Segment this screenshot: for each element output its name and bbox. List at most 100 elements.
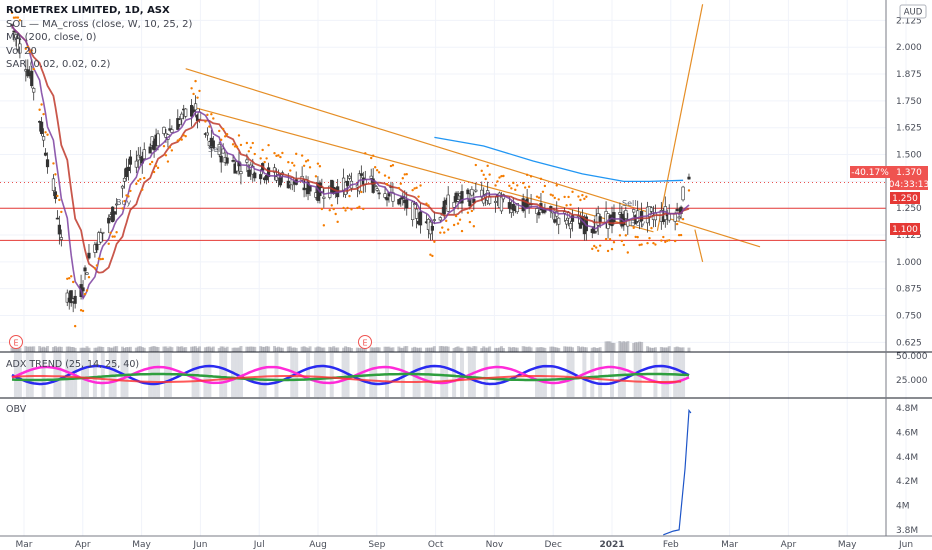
candle-body [397,199,401,205]
sar-dot [543,184,547,188]
volume-bar [405,346,409,352]
candle-body [272,167,277,173]
candle-body [95,243,99,251]
sar-dot [553,196,556,200]
x-tick-label: Apr [75,540,91,550]
sar-dot [660,239,663,242]
sar-dot [24,47,28,50]
adx-line-green[interactable] [11,372,690,382]
candle-body [375,188,379,191]
adx-band [495,353,500,397]
candle-body [142,149,146,159]
y-tick-label: 1.000 [896,258,922,268]
volume-bar [12,346,16,352]
x-tick-label: Jun [898,540,913,550]
candle-body [578,222,583,229]
volume-bar [276,346,280,352]
legend-item-ma200[interactable]: MA (200, close, 0) [6,32,97,43]
ma-cross-slow-line[interactable] [11,25,690,301]
volume-bar [115,346,119,352]
volume-bar [180,346,184,352]
volume-bar [274,347,278,352]
volume-bar [403,346,407,352]
sar-dot [525,173,529,177]
volume-bar [93,347,97,352]
candle-body [184,108,188,117]
volume-bar [239,346,243,352]
volume-bar [190,346,194,352]
legend-item-volume[interactable]: Vol 20 [6,45,37,57]
ma200-line[interactable] [434,136,684,183]
sar-dot [664,240,667,244]
volume-bar [24,346,28,352]
sar-dot [510,187,513,190]
candle-body [14,34,18,39]
event-marker-2[interactable]: E [358,335,372,349]
x-tick-label: Jul [253,540,265,550]
volume-bar [496,347,500,352]
sar-dot [654,243,657,246]
adx-band [41,353,46,397]
sar-dot [598,244,602,247]
sar-dot [425,202,428,205]
sar-dot [277,154,280,157]
sar-dot [411,188,414,192]
volume-bar [537,347,541,352]
volume-bar [316,346,320,352]
sar-dot [198,89,201,93]
obv-line[interactable] [663,408,692,536]
sar-dot [679,233,683,237]
volume-bar [294,347,298,352]
adx-legend[interactable]: ADX TREND (25, 14, 25, 40) [6,359,140,370]
sar-dot [541,190,545,193]
volume-bar [203,347,207,352]
sar-dot [555,184,558,187]
volume-bar [51,347,55,352]
sar-dot [178,137,181,141]
trendline-4[interactable] [193,106,654,233]
candle-body [191,109,196,112]
volume-bar [582,347,586,352]
volume-bar [233,347,237,352]
candle-body [511,203,515,211]
event-marker-1[interactable]: E [9,335,23,349]
candle-body [535,208,539,214]
candle-body [32,88,36,93]
sar-dot [212,117,215,120]
sar-dot [377,171,381,174]
volume-bar [286,346,290,352]
sar-dot [618,234,622,237]
volume-bar [346,347,350,352]
sar-dot [652,241,655,245]
ma-cross-fast-line[interactable] [11,25,690,274]
sar-dot [358,205,361,209]
sar-dot [235,145,239,148]
trendline-3[interactable] [694,229,704,262]
sar-dot [673,239,677,243]
candle-body [347,175,352,179]
volume-bar [565,346,569,352]
volume-bar [509,347,513,352]
adx-line-red[interactable] [11,375,682,383]
sar-dot [115,231,118,234]
candle-body [415,208,419,219]
legend-item-ma-cross[interactable]: SOL — MA_cross (close, W, 10, 25, 2) [6,18,193,30]
chart-title[interactable]: ROMETREX LIMITED, 1D, ASX [6,5,170,16]
legend-item-sar[interactable]: SAR (0.02, 0.02, 0.2) [6,59,111,70]
trendline-1[interactable] [656,4,704,231]
sar-dot [16,16,20,19]
sar-dot [537,196,541,199]
volume-bar [245,346,249,352]
candle-body [87,252,91,259]
obv-legend[interactable]: OBV [6,404,27,415]
currency-badge[interactable]: AUD [899,4,927,19]
candle-body [345,180,350,186]
volume-bar [178,346,182,352]
chart-legend: ROMETREX LIMITED, 1D, ASX SOL — MA_cross… [6,4,192,72]
volume-bar [349,347,353,352]
currency-text: AUD [904,8,923,18]
volume-bar [192,346,196,352]
sar-dot [512,181,515,185]
volume-bar [348,347,351,352]
